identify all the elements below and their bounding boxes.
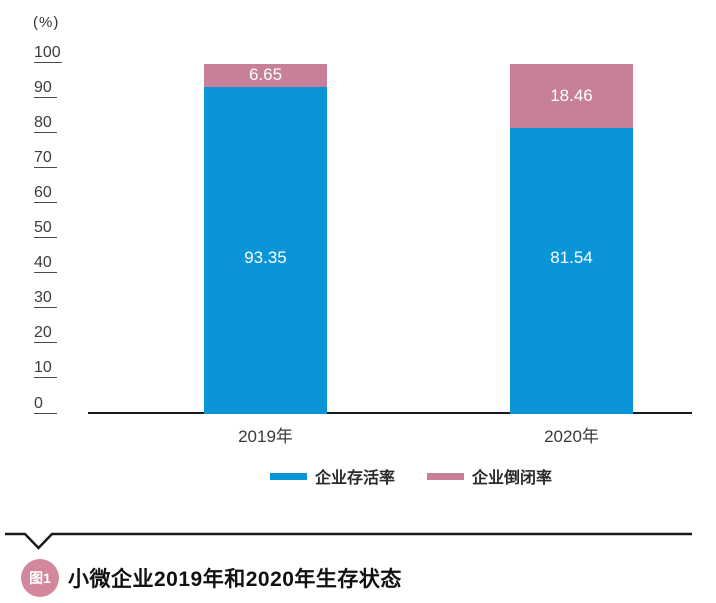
x-axis-line [88,412,692,414]
legend-item-survival: 企业存活率 [270,464,395,488]
segment-closure-2020年: 18.46 [510,63,633,129]
y-axis-tick-90: 90 [34,79,57,99]
value-label-closure-2020年: 18.46 [550,85,593,105]
y-axis-tick-100: 100 [34,44,62,63]
segment-survival-2019年 [204,86,327,414]
y-axis-tick-70: 70 [34,149,57,169]
y-axis-tick-20: 20 [34,324,57,344]
caption-divider-line [5,532,692,550]
legend-swatch-survival [270,472,307,480]
bar-2020年: 18.46 [510,63,633,415]
figure-title: 小微企业2019年和2020年生存状态 [68,568,402,591]
bar-2019年: 6.65 [204,63,327,415]
y-axis-tick-40: 40 [34,254,57,274]
legend-label-closure: 企业倒闭率 [472,470,553,487]
x-axis-label-2019年: 2019年 [238,427,293,446]
legend-label-survival: 企业存活率 [315,470,396,487]
y-axis-tick-80: 80 [34,114,57,134]
x-axis-label-2020年: 2020年 [544,427,599,446]
value-label-survival-2019年: 93.35 [244,248,287,267]
y-axis-tick-10: 10 [34,359,57,379]
figure-number-badge: 图1 [21,559,59,597]
legend-swatch-closure [427,472,465,480]
segment-closure-2019年: 6.65 [204,63,327,87]
y-axis-tick-50: 50 [34,219,57,239]
value-label-survival-2020年: 81.54 [550,248,593,267]
legend-item-closure: 企业倒闭率 [427,464,552,488]
figure-caption: 图1 小微企业2019年和2020年生存状态 [21,559,402,597]
stacked-bar-chart: (%) 0 10 20 30 40 50 60 70 80 90 100 6.65 93.35 2019年… [33,14,692,446]
y-axis-tick-60: 60 [34,184,57,204]
chart-legend: 企业存活率 企业倒闭率 [270,464,552,488]
y-axis-unit-label: (%) [33,14,60,31]
y-axis-tick-30: 30 [34,289,57,309]
segment-survival-2020年 [510,128,633,414]
value-label-closure-2019年: 6.65 [248,65,283,85]
y-axis-tick-0: 0 [34,395,57,414]
